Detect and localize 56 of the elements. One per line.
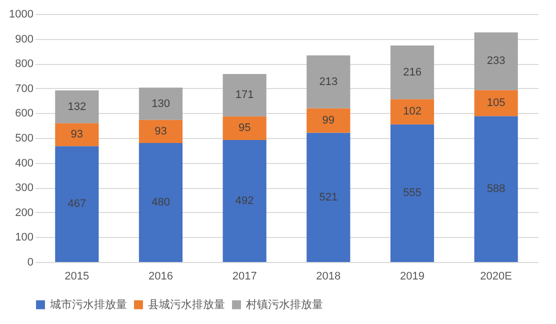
data-label: 132 — [68, 100, 86, 113]
y-tick-label: 900 — [15, 33, 34, 46]
data-label: 99 — [322, 114, 335, 127]
x-tick-label: 2019 — [400, 270, 424, 282]
legend-label: 县城污水排放量 — [148, 298, 225, 311]
data-label: 492 — [235, 194, 254, 207]
bar — [390, 45, 434, 100]
data-label: 102 — [403, 106, 422, 118]
bar — [55, 90, 99, 124]
data-label: 588 — [486, 183, 506, 196]
bar — [474, 116, 518, 262]
y-tick-label: 200 — [15, 206, 34, 219]
x-tick-label: 2018 — [316, 270, 341, 282]
bar — [306, 132, 350, 262]
data-label: 233 — [486, 55, 506, 68]
bar — [390, 124, 434, 262]
bar — [306, 108, 350, 133]
bar — [222, 74, 266, 116]
data-label: 555 — [403, 187, 422, 200]
y-tick-label: 300 — [15, 182, 34, 194]
data-label: 130 — [152, 98, 170, 110]
x-tick-label: 2016 — [148, 270, 173, 282]
bar — [222, 140, 266, 262]
data-label: 105 — [486, 97, 506, 110]
data-label: 467 — [68, 198, 86, 210]
data-label: 480 — [152, 196, 170, 208]
y-tick-label: 800 — [15, 58, 34, 70]
bar — [474, 90, 518, 116]
data-label: 93 — [154, 125, 167, 138]
data-label: 95 — [238, 122, 251, 134]
bar — [222, 116, 266, 140]
y-tick-label: 700 — [15, 82, 34, 95]
bar — [55, 123, 99, 146]
data-label: 213 — [319, 76, 338, 88]
y-tick-label: 500 — [15, 132, 34, 144]
y-tick-label: 100 — [15, 232, 34, 244]
data-label: 216 — [403, 66, 422, 78]
y-tick-label: 1000 — [9, 8, 34, 20]
data-label: 93 — [70, 128, 84, 141]
bar — [138, 120, 183, 143]
x-tick-label: 2017 — [232, 270, 257, 282]
x-tick-label: 2020E — [480, 270, 512, 282]
legend-label: 村镇污水排放量 — [245, 298, 323, 311]
x-tick-label: 2015 — [64, 270, 90, 282]
bar — [390, 99, 434, 124]
legend-label: 城市污水排放量 — [49, 298, 127, 311]
bar — [474, 32, 518, 90]
bar — [138, 142, 183, 262]
y-tick-label: 600 — [15, 108, 34, 120]
y-tick-label: 400 — [15, 157, 34, 170]
bar — [55, 146, 99, 262]
bar — [138, 88, 183, 120]
data-label: 521 — [319, 191, 338, 204]
data-label: 171 — [235, 89, 254, 102]
bar — [306, 55, 350, 108]
y-tick-label: 0 — [27, 256, 34, 268]
